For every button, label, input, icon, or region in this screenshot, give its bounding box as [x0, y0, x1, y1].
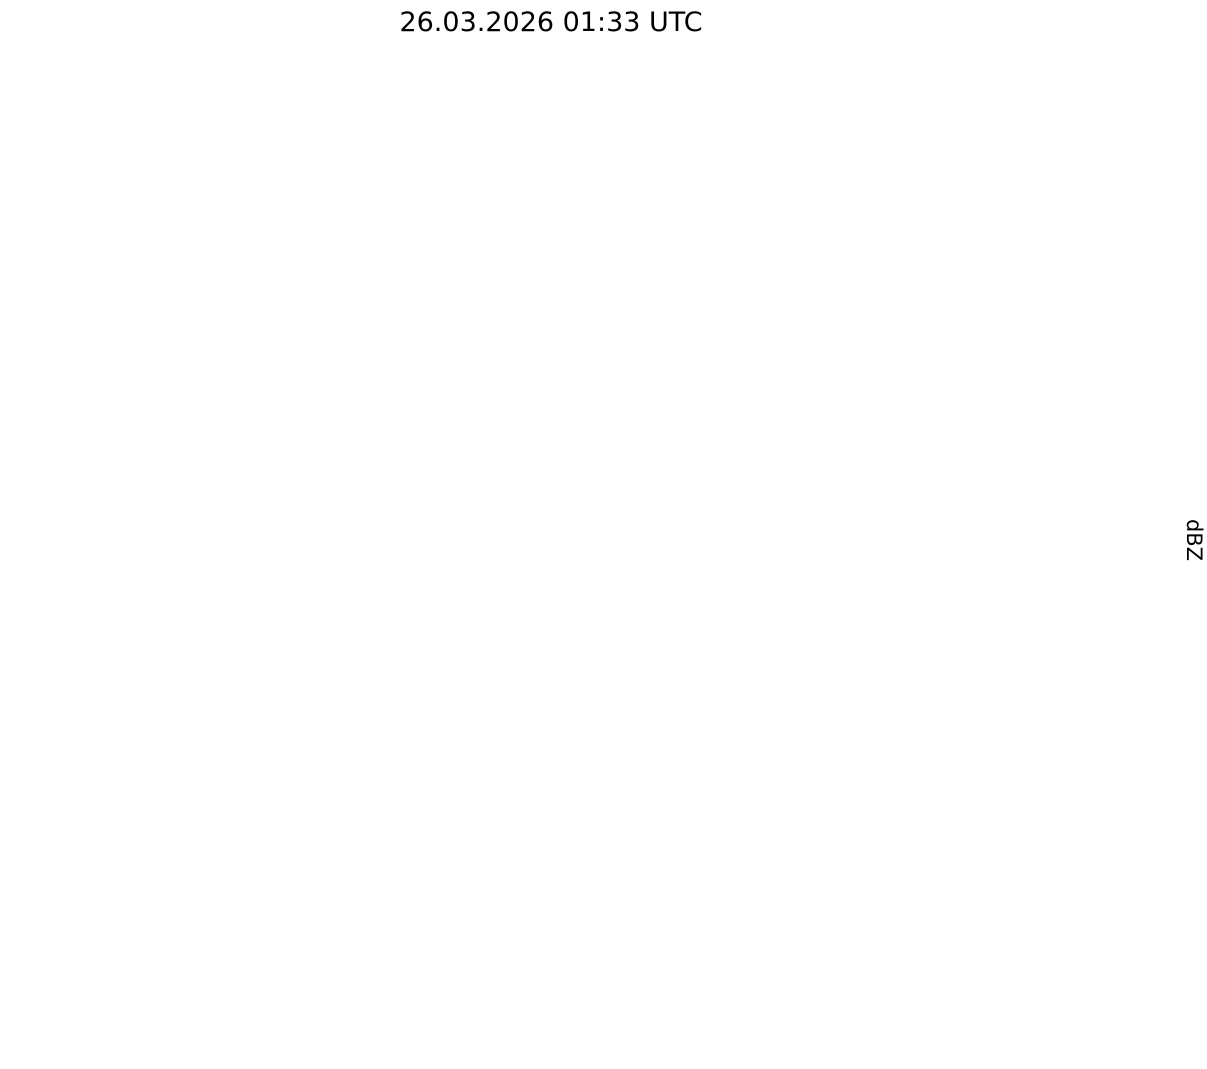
colorbar-label: dBZ: [1182, 519, 1206, 561]
plot-title: 26.03.2026 01:33 UTC: [399, 7, 702, 38]
